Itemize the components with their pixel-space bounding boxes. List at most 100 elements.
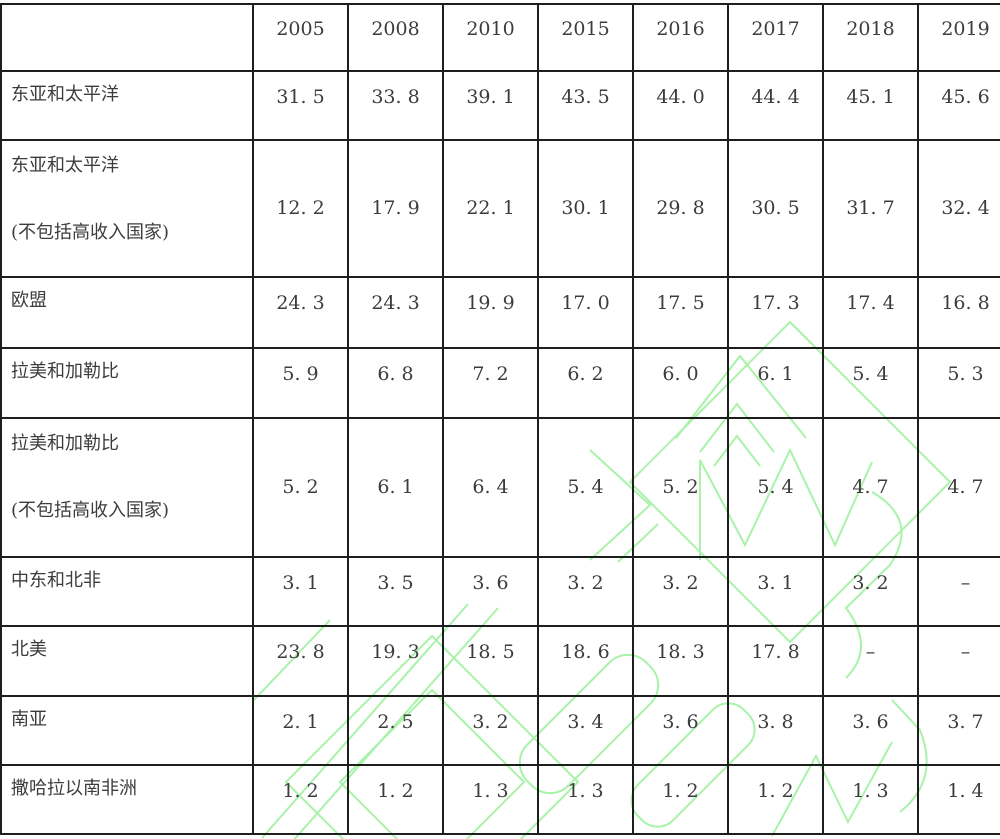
table-row: 拉美和加勒比 5. 9 6. 8 7. 2 6. 2 6. 0 6. 1 5. … [0,347,1000,419]
value-cell: 6. 0 [632,347,729,419]
table-row: 拉美和加勒比 (不包括高收入国家) 5. 2 6. 1 6. 4 5. 4 5.… [0,417,1000,558]
year-header-cell: 2016 [632,3,729,72]
value-cell: 23. 8 [252,625,349,697]
value-cell: 1. 3 [442,764,539,835]
region-label-cell: 中东和北非 [0,556,254,627]
year-header-cell: 2017 [727,3,824,72]
table-row: 南亚 2. 1 2. 5 3. 2 3. 4 3. 6 3. 8 3. 6 3.… [0,695,1000,766]
region-label-cell: 拉美和加勒比 (不包括高收入国家) [0,417,254,558]
region-label-cell: 北美 [0,625,254,697]
value-cell: 18. 3 [632,625,729,697]
value-cell: 2. 1 [252,695,349,766]
value-cell: 3. 2 [537,556,634,627]
region-label-cell: 东亚和太平洋 (不包括高收入国家) [0,139,254,278]
table-row: 东亚和太平洋 (不包括高收入国家) 12. 2 17. 9 22. 1 30. … [0,139,1000,278]
value-cell: 1. 4 [917,764,1000,835]
value-cell: 7. 2 [442,347,539,419]
value-cell: 44. 0 [632,70,729,141]
year-header-cell: 2018 [822,3,919,72]
value-cell: 12. 2 [252,139,349,278]
region-label-cell: 南亚 [0,695,254,766]
value-cell: 1. 3 [822,764,919,835]
value-cell: 29. 8 [632,139,729,278]
region-label-cell: 东亚和太平洋 [0,70,254,141]
value-cell: 30. 1 [537,139,634,278]
value-cell: 3. 6 [632,695,729,766]
corner-cell [0,3,254,72]
value-cell: 3. 5 [347,556,444,627]
value-cell: 6. 1 [347,417,444,558]
value-cell: 17. 4 [822,276,919,349]
value-cell: 2. 5 [347,695,444,766]
value-cell: – [822,625,919,697]
table-header-row: 2005 2008 2010 2015 2016 2017 2018 2019 [0,3,1000,72]
value-cell: 3. 8 [727,695,824,766]
value-cell: 6. 8 [347,347,444,419]
year-header-cell: 2015 [537,3,634,72]
value-cell: 17. 8 [727,625,824,697]
value-cell: 24. 3 [252,276,349,349]
value-cell: 1. 2 [347,764,444,835]
value-cell: – [917,625,1000,697]
value-cell: 3. 6 [822,695,919,766]
value-cell: 3. 4 [537,695,634,766]
value-cell: 44. 4 [727,70,824,141]
value-cell: 6. 4 [442,417,539,558]
value-cell: 17. 0 [537,276,634,349]
value-cell: 31. 5 [252,70,349,141]
value-cell: 5. 4 [537,417,634,558]
value-cell: 5. 4 [822,347,919,419]
table-row: 欧盟 24. 3 24. 3 19. 9 17. 0 17. 5 17. 3 1… [0,276,1000,349]
value-cell: 1. 3 [537,764,634,835]
value-cell: 43. 5 [537,70,634,141]
value-cell: 17. 5 [632,276,729,349]
value-cell: 1. 2 [632,764,729,835]
year-header-cell: 2010 [442,3,539,72]
value-cell: 6. 2 [537,347,634,419]
value-cell: 1. 2 [727,764,824,835]
year-header-cell: 2008 [347,3,444,72]
value-cell: 19. 9 [442,276,539,349]
value-cell: 6. 1 [727,347,824,419]
value-cell: 39. 1 [442,70,539,141]
value-cell: 4. 7 [917,417,1000,558]
value-cell: 3. 6 [442,556,539,627]
value-cell: 17. 9 [347,139,444,278]
region-label-cell: 撒哈拉以南非洲 [0,764,254,835]
value-cell: 33. 8 [347,70,444,141]
value-cell: 3. 7 [917,695,1000,766]
value-cell: 22. 1 [442,139,539,278]
value-cell: 5. 4 [727,417,824,558]
value-cell: 18. 5 [442,625,539,697]
value-cell: 31. 7 [822,139,919,278]
value-cell: 18. 6 [537,625,634,697]
year-header-cell: 2005 [252,3,349,72]
region-label-cell: 欧盟 [0,276,254,349]
region-label-cell: 拉美和加勒比 [0,347,254,419]
value-cell: 24. 3 [347,276,444,349]
value-cell: 5. 2 [632,417,729,558]
value-cell: 16. 8 [917,276,1000,349]
value-cell: 17. 3 [727,276,824,349]
value-cell: 5. 3 [917,347,1000,419]
value-cell: 5. 9 [252,347,349,419]
value-cell: 3. 1 [727,556,824,627]
table-row: 撒哈拉以南非洲 1. 2 1. 2 1. 3 1. 3 1. 2 1. 2 1.… [0,764,1000,835]
year-header-cell: 2019 [917,3,1000,72]
value-cell: 3. 2 [442,695,539,766]
value-cell: 3. 1 [252,556,349,627]
table-row: 东亚和太平洋 31. 5 33. 8 39. 1 43. 5 44. 0 44.… [0,70,1000,141]
value-cell: 19. 3 [347,625,444,697]
value-cell: – [917,556,1000,627]
table-row: 中东和北非 3. 1 3. 5 3. 6 3. 2 3. 2 3. 1 3. 2… [0,556,1000,627]
value-cell: 3. 2 [822,556,919,627]
value-cell: 1. 2 [252,764,349,835]
value-cell: 45. 6 [917,70,1000,141]
value-cell: 4. 7 [822,417,919,558]
value-cell: 32. 4 [917,139,1000,278]
table-row: 北美 23. 8 19. 3 18. 5 18. 6 18. 3 17. 8 –… [0,625,1000,697]
value-cell: 30. 5 [727,139,824,278]
value-cell: 45. 1 [822,70,919,141]
value-cell: 5. 2 [252,417,349,558]
